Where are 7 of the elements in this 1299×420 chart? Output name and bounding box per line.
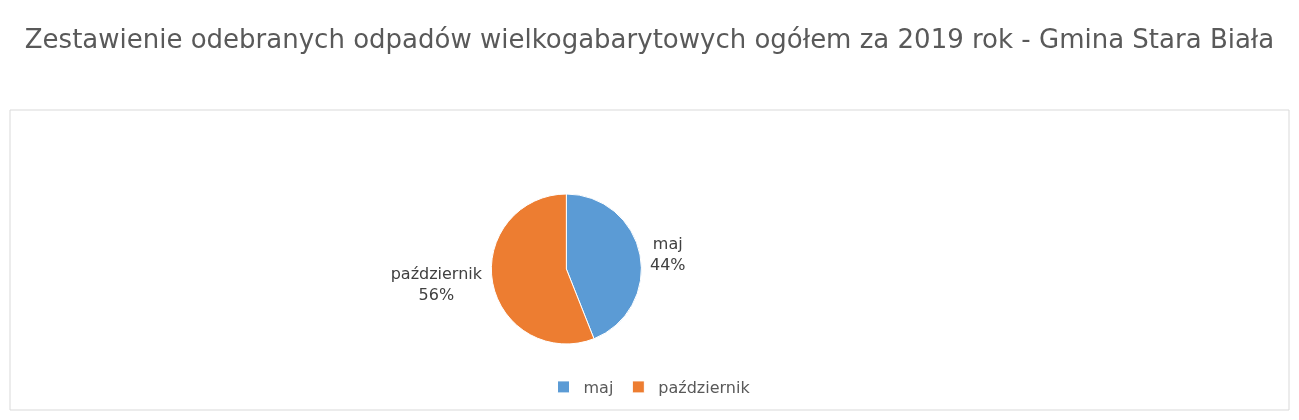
slice-label: maj — [652, 234, 683, 254]
chart-title: Zestawienie odebranych odpadów wielkogabarytowych ogółem za 2019 rok - Gmina Stara Biała — [24, 23, 1275, 54]
data-label: 44% — [649, 255, 686, 275]
data-label: 56% — [418, 284, 455, 304]
slice-label: październik — [390, 263, 483, 283]
legend-label: październik — [658, 378, 751, 398]
legend-label: maj — [583, 378, 614, 398]
